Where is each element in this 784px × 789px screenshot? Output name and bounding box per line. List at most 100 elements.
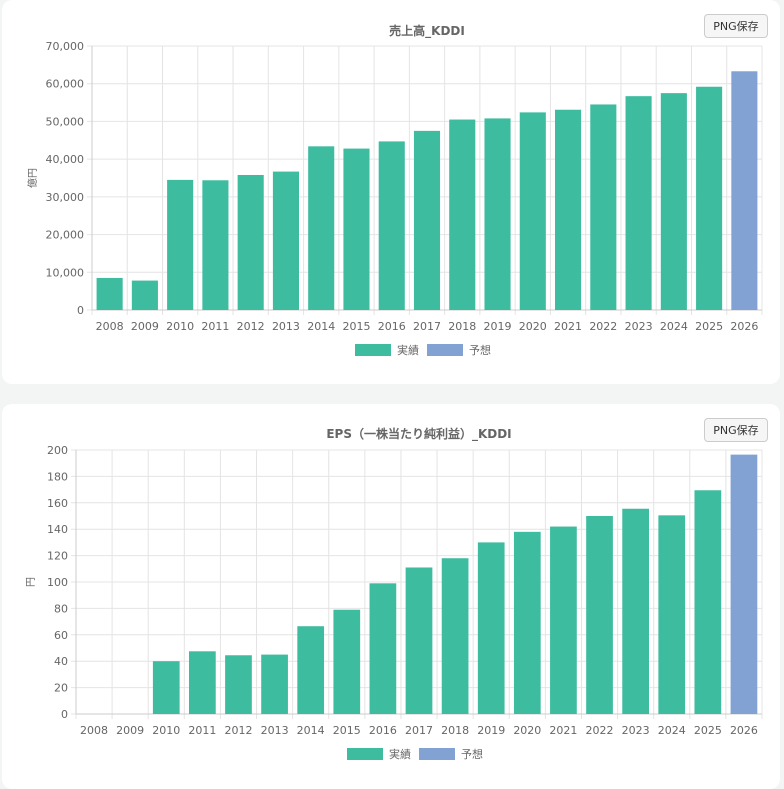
bar-2021 [555, 109, 582, 310]
x-tick-label: 2010 [166, 320, 194, 333]
legend-label: 実績 [389, 747, 411, 761]
bar-2026 [731, 71, 758, 310]
bar-2020 [513, 531, 541, 714]
x-tick-label: 2012 [224, 724, 252, 737]
x-tick-label: 2008 [80, 724, 108, 737]
y-tick-label: 80 [54, 602, 68, 615]
bar-2018 [441, 558, 469, 714]
x-tick-label: 2012 [237, 320, 265, 333]
bar-2024 [658, 515, 686, 714]
bar-2014 [297, 626, 325, 714]
bar-2015 [343, 148, 370, 310]
bar-2015 [333, 609, 361, 714]
y-tick-label: 60,000 [46, 78, 85, 91]
bar-2022 [590, 104, 617, 310]
y-axis-label: 億円 [26, 168, 39, 188]
bar-2018 [449, 119, 476, 311]
x-tick-label: 2017 [413, 320, 441, 333]
y-tick-label: 10,000 [46, 266, 85, 279]
x-tick-label: 2010 [152, 724, 180, 737]
x-tick-label: 2025 [695, 320, 723, 333]
sales-chart-card: PNG保存 売上高_KDDI 0 10,000 20,000 30,000 40,000 5… [2, 0, 780, 384]
y-tick-label: 0 [61, 708, 68, 721]
x-tick-label: 2018 [441, 724, 469, 737]
x-tick-label: 2020 [519, 320, 547, 333]
x-tick-label: 2022 [586, 724, 614, 737]
bar-2021 [550, 526, 577, 714]
x-tick-label: 2016 [378, 320, 406, 333]
bar-2016 [369, 583, 397, 714]
y-tick-label: 160 [47, 497, 68, 510]
y-axis-label: 円 [26, 577, 37, 587]
bar-2012 [225, 655, 252, 714]
x-tick-label: 2023 [622, 724, 650, 737]
legend-swatch-0 [347, 748, 383, 760]
x-tick-label: 2017 [405, 724, 433, 737]
y-tick-label: 120 [47, 550, 68, 563]
bar-2020 [519, 112, 546, 311]
eps-chart-card: PNG保存 EPS（一株当たり純利益）_KDDI 0 20 40 60 80 100 120 1… [2, 404, 780, 789]
x-tick-label: 2023 [625, 320, 653, 333]
y-tick-label: 0 [77, 304, 84, 317]
x-tick-label: 2008 [96, 320, 124, 333]
x-tick-label: 2015 [342, 320, 370, 333]
bar-2011 [189, 651, 216, 714]
x-tick-label: 2019 [484, 320, 512, 333]
bar-2024 [660, 93, 687, 311]
legend-swatch-0 [355, 344, 391, 356]
x-tick-label: 2025 [694, 724, 722, 737]
bar-2010 [167, 179, 194, 310]
x-tick-label: 2014 [297, 724, 325, 737]
x-tick-label: 2013 [261, 724, 289, 737]
x-tick-label: 2016 [369, 724, 397, 737]
bar-2017 [413, 130, 441, 310]
bar-2023 [625, 96, 652, 310]
bar-2008 [96, 277, 123, 310]
legend-label: 予想 [469, 343, 491, 357]
x-tick-label: 2015 [333, 724, 361, 737]
x-tick-label: 2011 [188, 724, 216, 737]
bar-2013 [261, 654, 288, 714]
bar-2019 [484, 118, 511, 310]
png-save-button[interactable]: PNG保存 [704, 418, 768, 442]
y-tick-label: 180 [47, 470, 68, 483]
bar-2022 [586, 516, 613, 714]
y-tick-label: 30,000 [46, 191, 85, 204]
chart-title: 売上高_KDDI [389, 23, 465, 39]
bar-2013 [272, 171, 299, 310]
bar-2014 [308, 146, 335, 310]
y-tick-label: 20,000 [46, 229, 85, 242]
x-tick-label: 2020 [513, 724, 541, 737]
bar-2025 [696, 86, 723, 310]
x-tick-label: 2021 [554, 320, 582, 333]
x-tick-label: 2026 [730, 724, 758, 737]
bar-2012 [237, 174, 264, 310]
x-tick-label: 2026 [730, 320, 758, 333]
legend-label: 実績 [397, 343, 419, 357]
bar-2010 [152, 661, 180, 714]
y-tick-label: 50,000 [46, 115, 85, 128]
x-tick-label: 2013 [272, 320, 300, 333]
x-tick-label: 2014 [307, 320, 335, 333]
bar-2019 [477, 542, 505, 714]
y-tick-label: 20 [54, 682, 68, 695]
bar-2017 [405, 567, 433, 714]
bar-2011 [202, 180, 229, 310]
x-tick-label: 2009 [116, 724, 144, 737]
legend-label: 予想 [461, 747, 483, 761]
x-tick-label: 2011 [201, 320, 229, 333]
bar-2016 [378, 141, 405, 310]
y-tick-label: 100 [47, 576, 68, 589]
x-tick-label: 2018 [448, 320, 476, 333]
legend-swatch-1 [427, 344, 463, 356]
y-tick-label: 70,000 [46, 40, 85, 53]
eps-chart: EPS（一株当たり純利益）_KDDI 0 20 40 60 80 100 120 140 160 1… [26, 426, 763, 761]
x-tick-label: 2024 [658, 724, 686, 737]
x-tick-label: 2009 [131, 320, 159, 333]
sales-chart: 売上高_KDDI 0 10,000 20,000 30,000 40,000 50,000 6… [26, 23, 763, 357]
png-save-button[interactable]: PNG保存 [704, 14, 768, 38]
y-tick-label: 40 [54, 655, 68, 668]
bar-2025 [694, 490, 722, 714]
chart-title: EPS（一株当たり純利益）_KDDI [326, 426, 511, 442]
y-tick-label: 40,000 [46, 153, 85, 166]
